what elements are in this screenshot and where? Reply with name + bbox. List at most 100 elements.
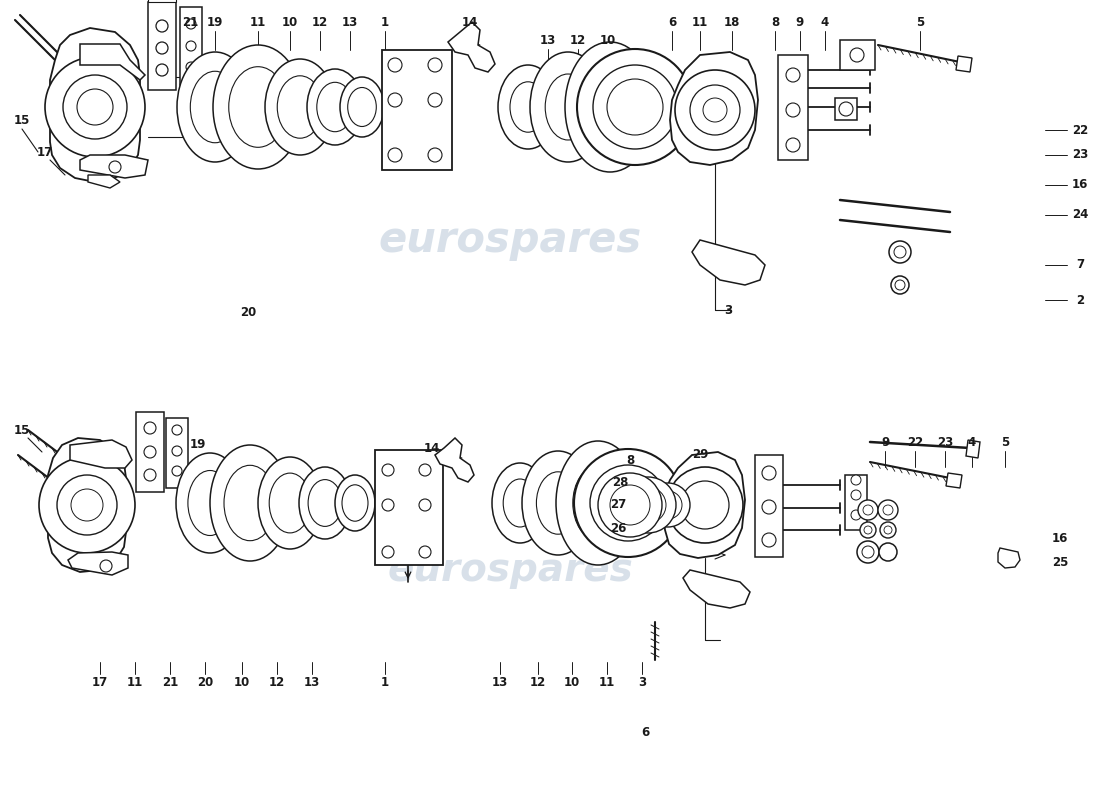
Circle shape bbox=[419, 464, 431, 476]
Text: 6: 6 bbox=[641, 726, 649, 738]
Bar bbox=[148, 2, 176, 90]
Circle shape bbox=[388, 148, 401, 162]
Circle shape bbox=[72, 489, 103, 521]
Polygon shape bbox=[80, 155, 148, 178]
Circle shape bbox=[382, 499, 394, 511]
Polygon shape bbox=[683, 570, 750, 608]
Ellipse shape bbox=[308, 480, 342, 526]
Ellipse shape bbox=[583, 68, 637, 146]
Circle shape bbox=[786, 103, 800, 117]
Ellipse shape bbox=[336, 475, 375, 531]
Circle shape bbox=[667, 467, 743, 543]
Polygon shape bbox=[434, 438, 474, 482]
Text: 3: 3 bbox=[638, 675, 646, 689]
Ellipse shape bbox=[342, 485, 369, 522]
Circle shape bbox=[172, 425, 182, 435]
Circle shape bbox=[786, 138, 800, 152]
Ellipse shape bbox=[270, 473, 311, 533]
Text: 10: 10 bbox=[282, 15, 298, 29]
Polygon shape bbox=[966, 440, 980, 458]
Text: 8: 8 bbox=[626, 454, 634, 466]
Bar bbox=[778, 55, 808, 160]
Text: 15: 15 bbox=[14, 114, 30, 126]
Polygon shape bbox=[50, 28, 140, 182]
Text: 11: 11 bbox=[250, 15, 266, 29]
Circle shape bbox=[428, 58, 442, 72]
Ellipse shape bbox=[213, 45, 302, 169]
Circle shape bbox=[172, 466, 182, 476]
Circle shape bbox=[606, 481, 650, 525]
Circle shape bbox=[690, 85, 740, 135]
Text: 10: 10 bbox=[600, 34, 616, 46]
Ellipse shape bbox=[210, 445, 290, 561]
Circle shape bbox=[851, 490, 861, 500]
Circle shape bbox=[862, 546, 874, 558]
Circle shape bbox=[851, 510, 861, 520]
Text: 2: 2 bbox=[1076, 294, 1085, 306]
Bar bbox=[835, 98, 857, 120]
Circle shape bbox=[675, 70, 755, 150]
Circle shape bbox=[186, 62, 196, 72]
Ellipse shape bbox=[188, 470, 232, 535]
Polygon shape bbox=[692, 240, 764, 285]
Circle shape bbox=[382, 464, 394, 476]
Circle shape bbox=[419, 546, 431, 558]
Text: 21: 21 bbox=[182, 15, 198, 29]
Ellipse shape bbox=[190, 71, 240, 142]
Ellipse shape bbox=[277, 76, 322, 138]
Circle shape bbox=[388, 93, 401, 107]
Circle shape bbox=[839, 102, 853, 116]
Circle shape bbox=[879, 543, 896, 561]
Text: 20: 20 bbox=[240, 306, 256, 318]
Circle shape bbox=[858, 500, 878, 520]
Circle shape bbox=[883, 505, 893, 515]
Text: 14: 14 bbox=[424, 442, 440, 454]
Text: 17: 17 bbox=[92, 675, 108, 689]
Text: 15: 15 bbox=[14, 423, 30, 437]
Text: 6: 6 bbox=[668, 15, 676, 29]
Text: 12: 12 bbox=[530, 675, 546, 689]
Circle shape bbox=[100, 560, 112, 572]
Circle shape bbox=[864, 526, 872, 534]
Text: 28: 28 bbox=[612, 475, 628, 489]
Circle shape bbox=[703, 98, 727, 122]
Text: 25: 25 bbox=[1052, 555, 1068, 569]
Text: 19: 19 bbox=[207, 15, 223, 29]
Text: 24: 24 bbox=[1071, 209, 1088, 222]
Circle shape bbox=[878, 500, 898, 520]
Circle shape bbox=[880, 522, 896, 538]
Text: 12: 12 bbox=[312, 15, 328, 29]
Circle shape bbox=[144, 422, 156, 434]
Circle shape bbox=[762, 500, 776, 514]
Circle shape bbox=[851, 475, 861, 485]
Text: 4: 4 bbox=[821, 15, 829, 29]
Text: 22: 22 bbox=[1071, 123, 1088, 137]
Text: 19: 19 bbox=[190, 438, 206, 451]
Text: 27: 27 bbox=[609, 498, 626, 511]
Circle shape bbox=[895, 280, 905, 290]
Circle shape bbox=[894, 246, 906, 258]
Bar bbox=[136, 412, 164, 492]
Circle shape bbox=[610, 485, 650, 525]
Circle shape bbox=[156, 42, 168, 54]
Text: 12: 12 bbox=[570, 34, 586, 46]
Circle shape bbox=[646, 483, 690, 527]
Ellipse shape bbox=[224, 466, 276, 541]
Bar bbox=[755, 455, 783, 557]
Text: 10: 10 bbox=[234, 675, 250, 689]
Text: 12: 12 bbox=[268, 675, 285, 689]
Ellipse shape bbox=[265, 59, 336, 155]
Circle shape bbox=[574, 449, 682, 557]
Circle shape bbox=[654, 491, 682, 519]
Ellipse shape bbox=[340, 77, 384, 137]
Polygon shape bbox=[68, 552, 128, 575]
Circle shape bbox=[39, 457, 135, 553]
Circle shape bbox=[578, 49, 693, 165]
Circle shape bbox=[762, 466, 776, 480]
Circle shape bbox=[850, 48, 864, 62]
Text: 4: 4 bbox=[968, 435, 976, 449]
Circle shape bbox=[144, 469, 156, 481]
Circle shape bbox=[891, 276, 909, 294]
Circle shape bbox=[63, 75, 126, 139]
Text: 13: 13 bbox=[492, 675, 508, 689]
